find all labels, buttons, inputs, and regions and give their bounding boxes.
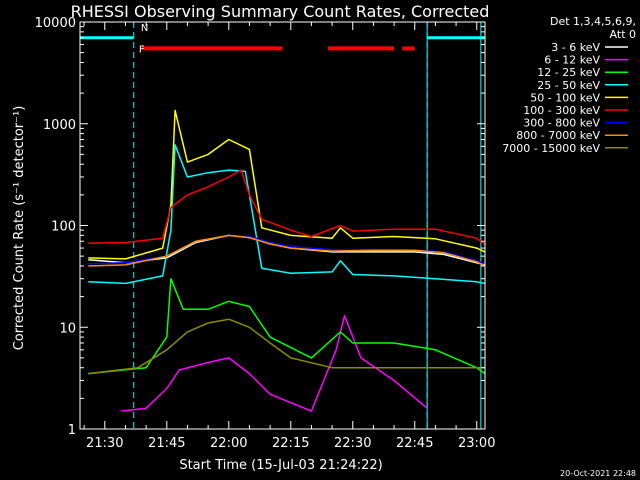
x-tick-label-4: 22:30 [334,436,371,451]
series-line-2 [88,277,486,375]
series-line-1 [121,314,428,412]
x-tick-label-2: 22:00 [210,436,247,451]
chart-title: RHESSI Observing Summary Count Rates, Co… [71,2,490,21]
plot-series [88,109,486,412]
legend-label-3: 25 - 50 keV [537,79,600,92]
legend-label-0: 3 - 6 keV [551,41,600,54]
x-tick-label-1: 21:45 [148,436,185,451]
series-line-3 [88,144,486,285]
legend-label-6: 300 - 800 keV [523,117,600,130]
x-tick-label-6: 23:00 [458,436,495,451]
series-line-7 [88,234,486,267]
legend-label-7: 800 - 7000 keV [516,129,600,142]
y-axis-label: Corrected Count Rate (s⁻¹ detector⁻¹) [12,106,27,351]
x-axis-label: Start Time (15-Jul-03 21:24:22) [179,458,382,473]
detector-info: Det 1,3,4,5,6,9, Att 0 [550,15,636,41]
detector-list: Det 1,3,4,5,6,9, [550,15,636,28]
legend-label-5: 100 - 300 keV [523,104,600,117]
series-line-8 [88,318,485,375]
series-line-5 [88,169,486,246]
axes: 1 10 100 1000 10000 21:30 21:45 22:00 22:15 22:30… [35,16,496,451]
legend-label-4: 50 - 100 keV [530,91,600,104]
footer-date: 20-Oct-2021 22:48 [560,469,636,478]
attenuator-state: Att 0 [610,28,636,41]
x-tick-label-3: 22:15 [272,436,309,451]
y-tick-label-2: 100 [51,220,76,235]
legend-label-1: 6 - 12 keV [544,54,600,67]
y-tick-label-4: 10000 [35,16,76,31]
flare-flag-label: F [139,45,145,56]
legend-label-8: 7000 - 15000 keV [502,142,600,155]
night-flag-label: N [141,23,148,34]
series-line-4 [88,109,486,260]
legend-label-2: 12 - 25 keV [537,66,600,79]
y-tick-label-0: 1 [68,423,76,438]
y-tick-label-1: 10 [59,321,76,336]
y-tick-label-3: 1000 [43,118,76,133]
x-tick-label-5: 22:45 [396,436,433,451]
x-tick-label-0: 21:30 [86,436,123,451]
